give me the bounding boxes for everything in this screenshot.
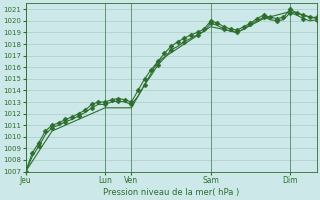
X-axis label: Pression niveau de la mer( hPa ): Pression niveau de la mer( hPa ) [103,188,239,197]
